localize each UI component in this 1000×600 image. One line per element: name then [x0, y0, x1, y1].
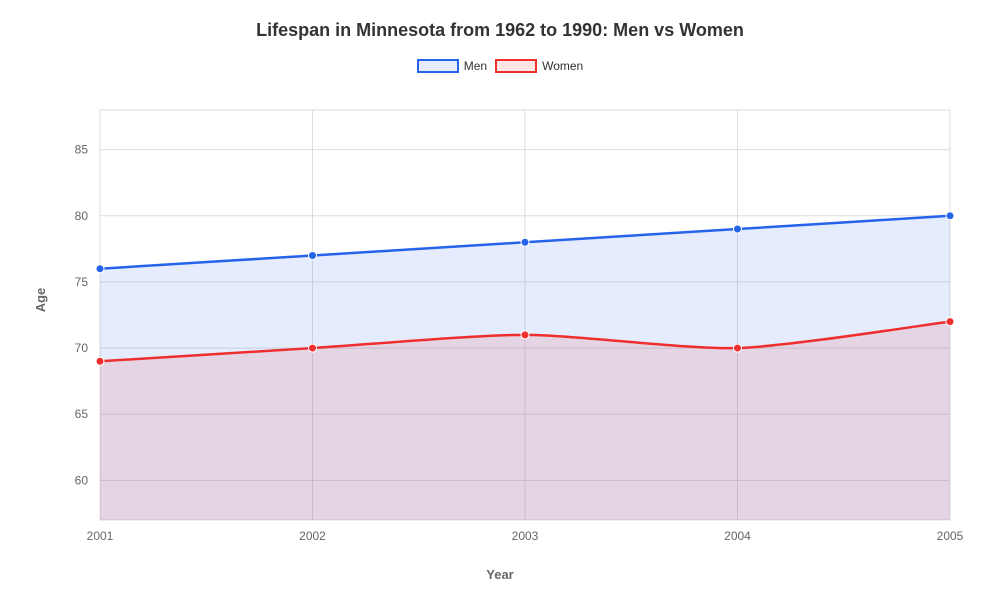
svg-text:65: 65: [75, 407, 89, 421]
plot-area: 20012002200320042005606570758085: [100, 110, 950, 520]
legend-label-men: Men: [464, 59, 487, 73]
svg-text:70: 70: [75, 341, 89, 355]
svg-text:2003: 2003: [512, 529, 539, 543]
svg-text:2005: 2005: [937, 529, 964, 543]
svg-text:60: 60: [75, 473, 89, 487]
svg-text:85: 85: [75, 143, 89, 157]
y-axis-title: Age: [33, 288, 48, 313]
legend-label-women: Women: [542, 59, 583, 73]
legend-item-women: Women: [495, 59, 583, 73]
chart-svg: 20012002200320042005606570758085: [100, 110, 950, 520]
svg-text:2004: 2004: [724, 529, 751, 543]
svg-text:80: 80: [75, 209, 89, 223]
chart-title: Lifespan in Minnesota from 1962 to 1990:…: [0, 0, 1000, 41]
svg-text:2001: 2001: [87, 529, 114, 543]
svg-text:2002: 2002: [299, 529, 326, 543]
chart-container: Lifespan in Minnesota from 1962 to 1990:…: [0, 0, 1000, 600]
legend-item-men: Men: [417, 59, 487, 73]
legend: Men Women: [0, 59, 1000, 73]
x-axis-title: Year: [486, 567, 513, 582]
legend-swatch-women: [495, 59, 537, 73]
svg-text:75: 75: [75, 275, 89, 289]
legend-swatch-men: [417, 59, 459, 73]
